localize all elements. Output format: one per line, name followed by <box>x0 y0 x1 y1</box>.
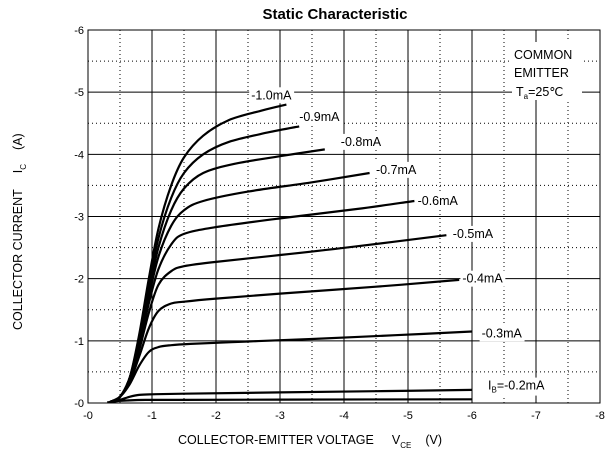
x-tick-label: -7 <box>531 410 541 422</box>
x-axis-symbol: V <box>392 433 401 447</box>
y-tick-label: -4 <box>74 149 84 161</box>
curve-label-background <box>460 270 506 287</box>
chart-title: Static Characteristic <box>262 6 407 23</box>
curve-label-background <box>486 377 548 396</box>
curve-label-background <box>249 87 295 104</box>
plot-frame <box>87 29 601 404</box>
y-axis-label: COLLECTOR CURRENT IC (A) <box>11 133 28 330</box>
y-tick-label: -0 <box>74 398 84 410</box>
x-tick-label: -0 <box>83 410 93 422</box>
y-tick-label: -5 <box>74 87 84 99</box>
x-tick-label: -3 <box>275 410 285 422</box>
y-tick-label: -6 <box>74 25 84 37</box>
x-axis-label: COLLECTOR-EMITTER VOLTAGE VCE (V) <box>178 433 442 450</box>
curve-label: -0.3mA <box>482 326 523 340</box>
curve-label-background <box>297 109 343 126</box>
x-tick-label: -5 <box>403 410 413 422</box>
curve-label: -0.6mA <box>418 194 459 208</box>
curve-label-background <box>479 325 525 342</box>
annotation-line1: COMMON <box>514 48 572 62</box>
curve-label: -0.8mA <box>341 135 382 149</box>
x-tick-label: -2 <box>211 410 221 422</box>
ib-symbol: I <box>488 379 491 393</box>
y-tick-label: -1 <box>74 336 84 348</box>
conditions-annotation: COMMON EMITTER Ta=25℃ <box>512 42 582 101</box>
curve-label-background <box>450 225 496 242</box>
curve-label-background <box>374 161 419 178</box>
annotation-line3: Ta=25℃ <box>516 85 563 101</box>
x-tick-labels: -0 -1 -2 -3 -4 -5 -6 -7 -8 <box>83 410 605 422</box>
curve-label: -0.4mA <box>462 272 503 286</box>
annotation-background <box>512 42 582 100</box>
curve-ib-7 <box>109 330 473 403</box>
x-tick-label: -8 <box>595 410 605 422</box>
annotation-temp-subscript: a <box>524 92 529 101</box>
annotation-line2: EMITTER <box>514 66 569 80</box>
ib-value: =-0.2mA <box>497 379 545 393</box>
curve-label: IB=-0.2mA <box>488 379 545 395</box>
curves <box>107 103 473 404</box>
y-tick-labels: -0 -1 -2 -3 -4 -5 -6 <box>74 25 84 410</box>
curve-label: -0.9mA <box>299 110 340 124</box>
x-tick-label: -1 <box>147 410 157 422</box>
y-axis-subscript: C <box>19 164 28 170</box>
curve-ib-5 <box>109 234 447 403</box>
x-axis-unit: (V) <box>425 433 442 447</box>
x-tick-label: -6 <box>467 410 477 422</box>
x-tick-label: -4 <box>339 410 349 422</box>
y-tick-label: -2 <box>74 274 84 286</box>
y-axis-symbol: I <box>11 170 25 173</box>
y-axis-label-text: COLLECTOR CURRENT <box>11 189 25 330</box>
curve-label: -0.7mA <box>376 163 417 177</box>
curve-ib-8 <box>110 388 473 404</box>
curve-label-background <box>415 192 461 209</box>
curve-labels: -1.0mA -0.9mA-0.8mA -0.7mA -0.6mA -0.5mA -0.4… <box>249 87 548 396</box>
curve-ib-2 <box>109 148 325 403</box>
annotation-temp-value: =25℃ <box>528 85 563 99</box>
curve-label: -0.5mA <box>453 227 494 241</box>
curve-label: -1.0mA <box>251 88 292 102</box>
y-axis-unit: (A) <box>11 133 25 150</box>
annotation-temp-symbol: T <box>516 85 524 99</box>
y-tick-label: -3 <box>74 212 84 224</box>
x-axis-subscript: CE <box>400 441 411 450</box>
curve-label-background <box>338 133 384 150</box>
curve-ib-9 <box>107 398 473 404</box>
ib-subscript: B <box>491 386 496 395</box>
x-axis-label-text: COLLECTOR-EMITTER VOLTAGE <box>178 433 374 447</box>
